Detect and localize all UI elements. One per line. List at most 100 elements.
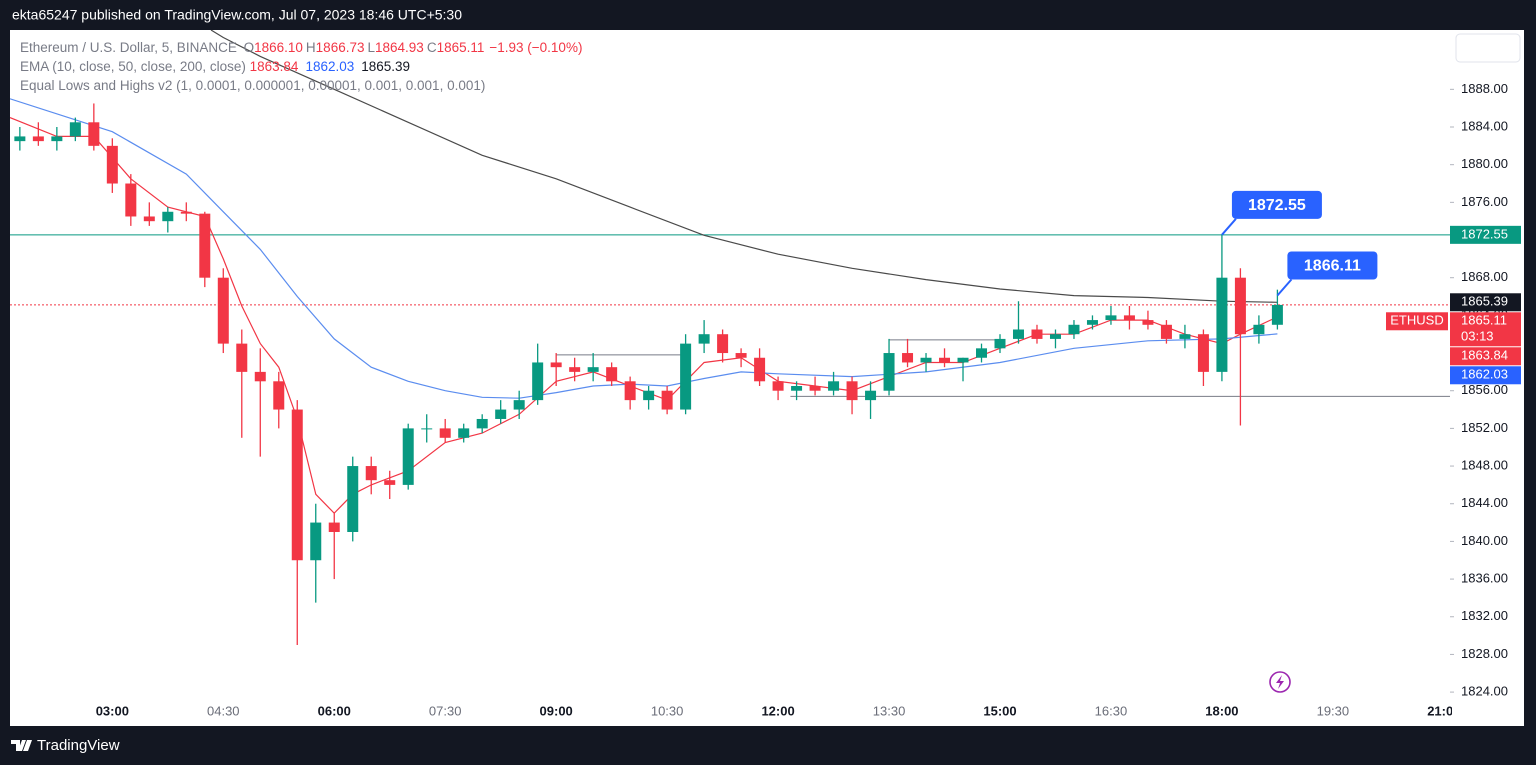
x-tick-label: 16:30 — [1095, 703, 1128, 718]
ema-name: EMA (10, close, 50, close, 200, close) — [20, 59, 246, 74]
candle-body — [14, 136, 26, 142]
y-tick-label: 1848.00 — [1461, 457, 1508, 472]
callout-pointer — [1276, 278, 1293, 297]
symbol-label: ETHUSD — [1390, 313, 1443, 328]
candle-body — [1105, 315, 1117, 321]
x-tick-label: 12:00 — [761, 703, 794, 718]
ohlc-label: H — [305, 40, 316, 55]
candle-body — [328, 522, 340, 532]
x-tick-label: 15:00 — [983, 703, 1016, 718]
ema-value: 1862.03 — [305, 59, 355, 74]
y-tick-label: 1876.00 — [1461, 194, 1508, 209]
callout-label: 1866.11 — [1304, 258, 1361, 275]
candle-body — [273, 381, 285, 410]
brand-name: TradingView — [37, 737, 120, 754]
y-tick-label: 1880.00 — [1461, 156, 1508, 171]
candle-body — [994, 338, 1006, 349]
legend-row: Equal Lows and Highs v2 (1, 0.0001, 0.00… — [20, 76, 582, 95]
candle-body — [606, 367, 618, 382]
callout-label: 1872.55 — [1248, 197, 1306, 214]
candle-body — [106, 145, 118, 184]
candle-body — [180, 211, 192, 214]
price-axis: 1824.00 1828.00 1832.00 1836.00 1840.00 1844.… — [1386, 81, 1521, 699]
candle-body — [717, 334, 729, 354]
alert-icon[interactable] — [1269, 671, 1291, 693]
candle-body — [162, 211, 174, 222]
candle-body — [902, 353, 914, 363]
chart-area — [10, 30, 1524, 726]
candle-body — [1253, 324, 1265, 335]
callout-box — [1231, 190, 1322, 219]
candle-body — [513, 400, 525, 410]
y-tick-label: 1832.00 — [1461, 608, 1508, 623]
candle-body — [476, 418, 488, 429]
y-tick-label: 1852.00 — [1461, 420, 1508, 435]
ohlc-label: O — [243, 40, 255, 55]
candle-body — [69, 122, 81, 137]
y-tick-label: 1840.00 — [1461, 533, 1508, 548]
candle-body — [1012, 329, 1024, 339]
price-tag-label: 1865.11 — [1461, 313, 1507, 328]
price-tag — [1450, 312, 1521, 347]
candle-body — [939, 357, 951, 363]
ohlc-value: 1866.73 — [315, 40, 365, 55]
price-tag-label: 1862.03 — [1461, 367, 1508, 382]
y-tick-label: 1868.00 — [1461, 269, 1508, 284]
settings-box[interactable] — [1455, 33, 1521, 63]
x-tick-label: 04:30 — [207, 703, 240, 718]
ema-values: 1863.84 1862.03 1865.39 — [250, 59, 417, 74]
candle-body — [51, 136, 63, 142]
candle-body — [680, 343, 692, 410]
legend: Ethereum / U.S. Dollar, 5, BINANCE O1866… — [20, 38, 582, 95]
candle-body — [976, 348, 988, 358]
candle-body — [217, 277, 229, 344]
candle-body — [1160, 324, 1172, 339]
candle-body — [125, 183, 137, 217]
candle-body — [1086, 320, 1098, 325]
ohlc-label: C — [426, 40, 437, 55]
x-tick-label: 13:30 — [873, 703, 906, 718]
x-tick-label: 21:00 — [1427, 703, 1460, 718]
symbol-tag — [1386, 312, 1448, 331]
candle-body — [291, 409, 303, 561]
symbol: Ethereum / U.S. Dollar, 5, BINANCE — [20, 40, 237, 55]
candle-body — [1179, 334, 1191, 339]
ema-line — [210, 30, 1278, 303]
candle-body — [254, 371, 266, 382]
candle-body — [1142, 320, 1154, 325]
candle-body — [1123, 315, 1135, 321]
indicator-name: Equal Lows and Highs v2 (1, 0.0001, 0.00… — [20, 78, 486, 93]
candle-body — [1068, 324, 1080, 335]
candle-body — [1216, 277, 1228, 372]
x-tick-label: 06:00 — [318, 703, 351, 718]
y-tick-label: 1888.00 — [1461, 81, 1508, 96]
candle-body — [865, 390, 877, 401]
candle-body — [384, 480, 396, 485]
ema-value: 1865.39 — [361, 59, 411, 74]
candle-body — [365, 466, 377, 481]
candle-body — [569, 367, 581, 372]
x-tick-label: 18:00 — [1205, 703, 1238, 718]
callout-pointer — [1221, 218, 1237, 236]
candle-body — [1049, 334, 1061, 339]
y-tick-label: 1828.00 — [1461, 646, 1508, 661]
legend-row: EMA (10, close, 50, close, 200, close) 1… — [20, 57, 582, 76]
candle-body — [88, 122, 100, 146]
candle-body — [661, 390, 673, 410]
candle-body — [236, 343, 248, 372]
x-tick-label: 09:00 — [540, 703, 573, 718]
candle-body — [846, 381, 858, 401]
price-tag — [1450, 225, 1521, 244]
y-tick-label: 1824.00 — [1461, 684, 1508, 699]
change: −1.93 (−0.10%) — [489, 40, 583, 55]
candle-body — [143, 216, 155, 222]
candle-body — [791, 386, 803, 391]
ohlc-value: 1865.11 — [436, 40, 485, 55]
candle-body — [402, 428, 414, 485]
candle-body — [883, 353, 895, 391]
ohlc: O1866.10 H1866.73 L1864.93 C1865.11 −1.93 (−… — [241, 40, 583, 55]
brand-logo — [11, 740, 32, 751]
y-tick-label: 1856.00 — [1461, 382, 1508, 397]
